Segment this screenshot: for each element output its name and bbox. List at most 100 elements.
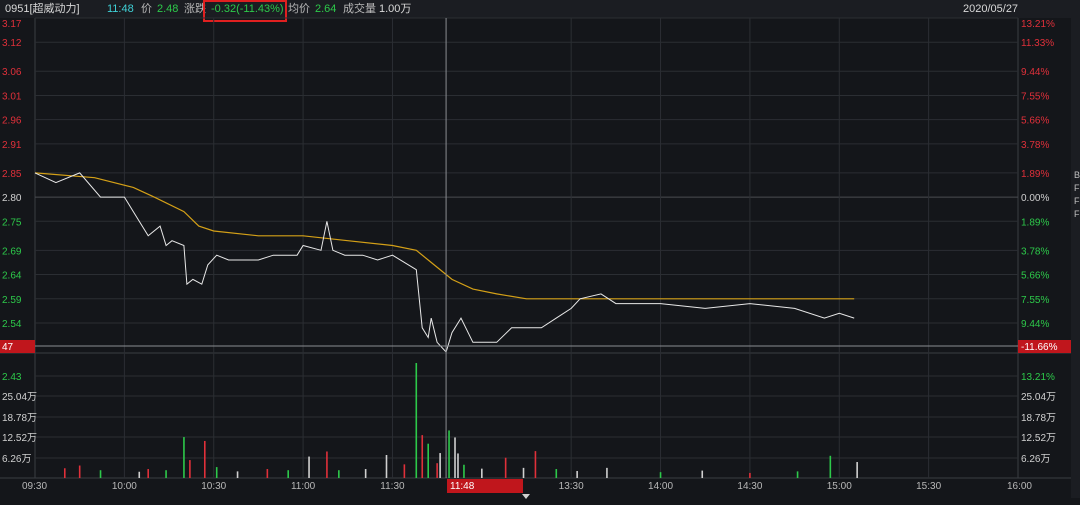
volume-tick-label: 2.43	[2, 372, 22, 383]
avg-label: 均价	[288, 3, 310, 15]
time-tick-label: 11:30	[380, 481, 405, 492]
cursor-time-tag	[447, 479, 523, 493]
change-label: 涨跌	[184, 3, 206, 15]
price-tick-label: 2.75	[2, 217, 22, 228]
time-tick-label: 09:30	[22, 481, 47, 492]
volume-bar	[457, 453, 459, 478]
pct-tick-label: 5.66%	[1021, 271, 1049, 282]
volume-bar	[796, 471, 799, 478]
volume-bar	[659, 472, 662, 478]
time-tick-label: 16:00	[1007, 481, 1032, 492]
change-highlight-box	[203, 0, 287, 22]
volume-bar	[364, 469, 367, 478]
volume-bar	[534, 451, 537, 478]
side-panel-glyph: B	[1074, 170, 1080, 180]
volume-bar	[308, 456, 310, 478]
volume-bar	[138, 471, 141, 478]
pct-tick-label: 9.44%	[1021, 319, 1049, 330]
volume-bar	[99, 470, 102, 478]
pct-tick-label: 1.89%	[1021, 217, 1049, 228]
volume-bar	[504, 457, 507, 478]
cursor-time-tag-text: 11:48	[450, 481, 475, 492]
pct-tick-label: 11.33%	[1021, 38, 1054, 49]
volume-bar	[215, 467, 218, 478]
volume-bar	[421, 435, 424, 478]
time-tick-label: 10:00	[112, 481, 137, 492]
volume-right-tick-label: 6.26万	[1021, 454, 1050, 465]
cursor-price-tag-text: 47	[2, 342, 14, 353]
volume-bar	[385, 455, 388, 478]
volume-bar	[147, 469, 149, 478]
price-tick-label: 3.06	[2, 67, 22, 78]
volume-value: 1.00万	[379, 3, 412, 15]
price-tick-label: 2.64	[2, 271, 22, 282]
time-tick-label: 15:30	[916, 481, 941, 492]
volume-bar	[403, 464, 406, 478]
quote-info-bar: 0951[超威动力] 11:48 价 2.48 涨跌 -0.32(-11.43%…	[0, 0, 1080, 18]
time-tick-label: 11:00	[291, 481, 316, 492]
pct-tick-label: 5.66%	[1021, 116, 1049, 127]
cursor-price-tag	[0, 340, 35, 353]
cursor-time: 11:48	[107, 3, 134, 15]
price-tick-label: 2.54	[2, 319, 22, 330]
volume-bar	[463, 464, 465, 478]
volume-bar	[78, 465, 81, 478]
volume-tick-label: 6.26万	[2, 454, 31, 465]
price-tick-label: 2.91	[2, 140, 22, 151]
price-tick-label: 3.12	[2, 38, 22, 49]
side-panel-glyph: F	[1074, 183, 1080, 193]
volume-right-tick-label: 18.78万	[1021, 413, 1056, 424]
volume-bar	[338, 470, 340, 478]
volume-bar	[829, 455, 832, 478]
volume-bar	[701, 470, 704, 478]
change-value: -0.32(-11.43%)	[211, 3, 284, 15]
volume-bar	[576, 470, 578, 478]
volume-bar	[63, 468, 66, 478]
price-tick-label: 2.96	[2, 116, 22, 127]
volume-bar	[287, 470, 289, 478]
pct-tick-label: 3.78%	[1021, 140, 1049, 151]
time-tick-label: 14:00	[648, 481, 673, 492]
volume-bar	[555, 469, 558, 478]
stock-symbol: 0951[超威动力]	[5, 3, 80, 15]
volume-bar	[481, 468, 483, 478]
pct-tick-label: 9.44%	[1021, 67, 1049, 78]
volume-bar	[749, 472, 751, 478]
volume-label: 成交量	[343, 3, 376, 15]
pct-tick-label: 3.78%	[1021, 246, 1049, 257]
volume-bar	[183, 437, 185, 478]
volume-bar	[606, 467, 608, 478]
volume-bar	[189, 460, 191, 478]
volume-bar	[427, 443, 429, 478]
pct-tick-label: 7.55%	[1021, 91, 1049, 102]
price-value: 2.48	[157, 3, 179, 15]
price-tick-label: 2.69	[2, 246, 22, 257]
volume-right-tick-label: 13.21%	[1021, 372, 1055, 383]
pct-tick-label: 7.55%	[1021, 295, 1049, 306]
volume-bar	[266, 469, 269, 478]
volume-bar	[856, 462, 858, 478]
volume-bar	[448, 430, 450, 478]
volume-bar	[415, 363, 418, 478]
volume-bar	[522, 467, 525, 478]
cursor-pct-tag	[1018, 340, 1071, 353]
volume-bar	[236, 471, 239, 478]
volume-right-tick-label: 12.52万	[1021, 433, 1056, 444]
volume-bar	[439, 453, 441, 478]
price-tick-label: 2.85	[2, 169, 22, 180]
pct-tick-label: 1.89%	[1021, 169, 1049, 180]
price-tick-label: 3.01	[2, 91, 22, 102]
avg-value: 2.64	[315, 3, 337, 15]
scroll-down-icon	[522, 494, 530, 499]
cursor-pct-tag-text: -11.66%	[1021, 342, 1058, 353]
time-tick-label: 13:30	[559, 481, 584, 492]
average-price-line	[34, 172, 855, 300]
price-tick-label: 2.59	[2, 295, 22, 306]
volume-bar	[165, 470, 167, 478]
price-line	[34, 172, 855, 353]
volume-bar	[326, 451, 328, 478]
volume-tick-label: 18.78万	[2, 413, 37, 424]
time-tick-label: 15:00	[827, 481, 852, 492]
